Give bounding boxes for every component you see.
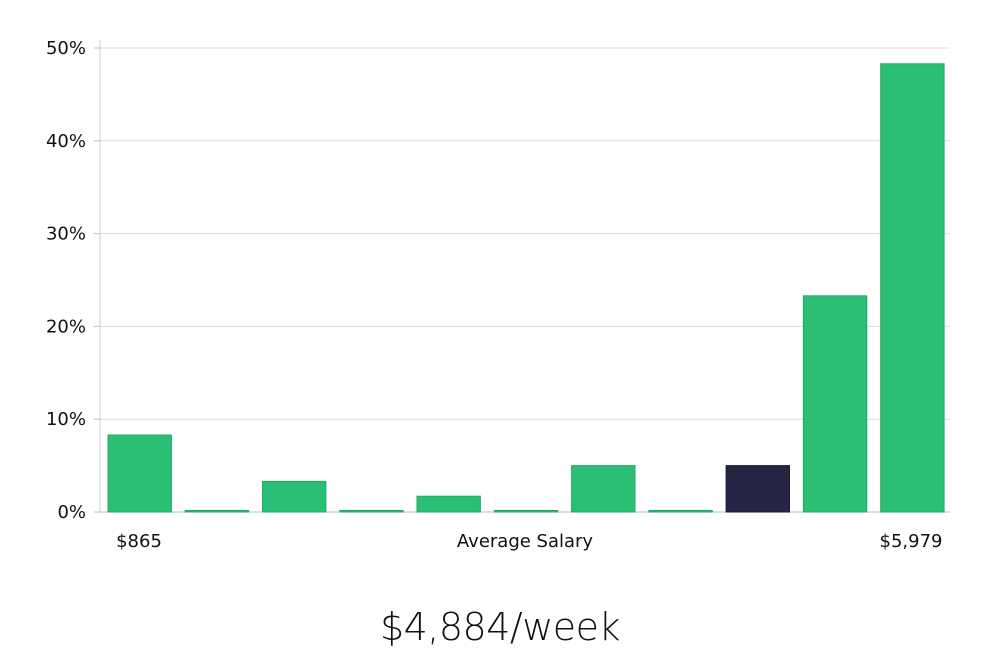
bar-highlighted <box>725 465 790 513</box>
x-end-label: $5,979 <box>880 531 943 552</box>
average-salary-value: $4,884/week <box>379 605 621 649</box>
y-tick-label: 20% <box>46 316 86 337</box>
bar <box>416 495 481 513</box>
bar <box>880 63 945 513</box>
bar <box>262 480 327 513</box>
y-tick-label: 30% <box>46 224 86 245</box>
y-axis: 0% 10% 20% 30% 40% 50% <box>46 38 101 523</box>
x-axis-label: Average Salary <box>457 531 594 552</box>
bar <box>107 434 172 513</box>
y-tick-label: 0% <box>57 502 86 523</box>
bar <box>802 295 868 513</box>
y-tick-label: 40% <box>46 131 86 152</box>
y-tick-label: 50% <box>46 38 86 59</box>
y-tick-label: 10% <box>46 409 86 430</box>
bar <box>493 510 559 513</box>
x-start-label: $865 <box>116 531 162 552</box>
bar <box>184 510 250 513</box>
bar <box>648 510 713 513</box>
salary-distribution-chart: 0% 10% 20% 30% 40% 50% $865 Average Salary $5… <box>46 38 950 552</box>
bar <box>339 510 404 513</box>
bar <box>571 465 636 513</box>
bars <box>107 63 945 513</box>
